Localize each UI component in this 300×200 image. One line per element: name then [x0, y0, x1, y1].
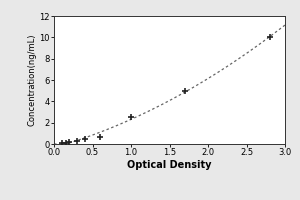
Y-axis label: Concentration(ng/mL): Concentration(ng/mL) [28, 34, 37, 126]
X-axis label: Optical Density: Optical Density [127, 160, 212, 170]
